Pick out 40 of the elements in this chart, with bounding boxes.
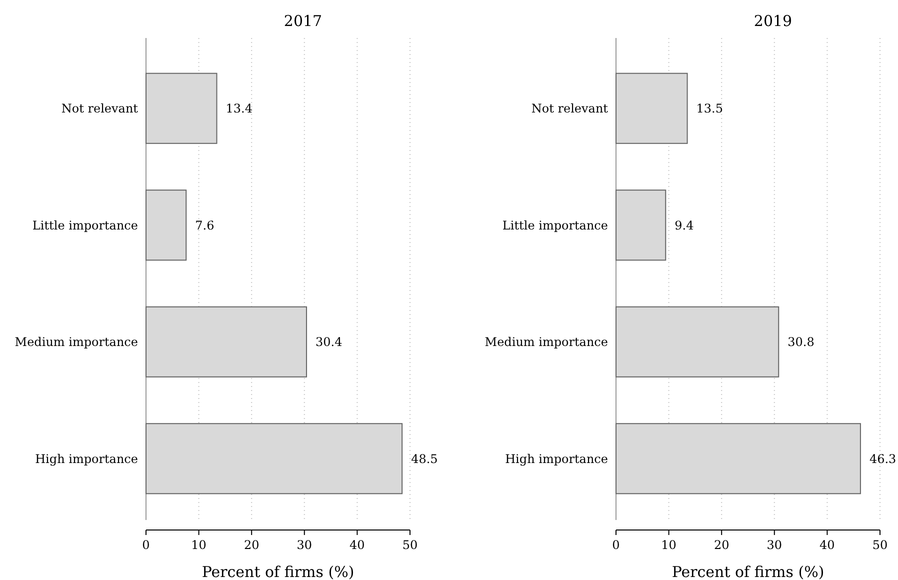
bar xyxy=(146,72,218,144)
x-tick-label: 50 xyxy=(402,538,418,552)
bar xyxy=(616,72,688,144)
x-tick-label: 50 xyxy=(872,538,888,552)
bar xyxy=(146,190,187,261)
y-tick-label: Not relevant xyxy=(531,102,608,116)
chart-title: 2017 xyxy=(284,12,322,30)
data-label: 13.4 xyxy=(226,102,253,116)
bar xyxy=(616,423,861,494)
x-tick-label: 10 xyxy=(191,538,206,552)
bar xyxy=(146,306,308,378)
data-label: 7.6 xyxy=(195,218,214,232)
data-label: 46.3 xyxy=(869,452,896,466)
data-label: 48.5 xyxy=(411,452,438,466)
y-tick-label: Medium importance xyxy=(14,335,138,350)
bar xyxy=(146,423,403,494)
data-label: 30.8 xyxy=(788,335,814,350)
data-label: 30.4 xyxy=(316,335,343,350)
x-tick-label: 0 xyxy=(142,538,150,552)
y-tick-label: Not relevant xyxy=(61,102,138,116)
x-tick-label: 0 xyxy=(612,538,620,552)
x-tick-label: 40 xyxy=(350,538,365,552)
bar xyxy=(616,190,666,261)
bar xyxy=(616,306,780,378)
x-tick-label: 30 xyxy=(296,538,312,552)
data-label: 9.4 xyxy=(674,218,694,232)
x-axis-title: Percent of firms (%) xyxy=(672,563,824,580)
y-tick-label: Little importance xyxy=(502,218,608,232)
x-tick-label: 20 xyxy=(244,538,260,552)
x-tick-label: 30 xyxy=(766,538,782,552)
y-tick-label: Little importance xyxy=(32,218,138,232)
y-tick-label: High importance xyxy=(505,452,608,466)
chart-title: 2019 xyxy=(754,12,792,30)
data-label: 13.5 xyxy=(696,102,723,116)
y-tick-label: Medium importance xyxy=(484,335,608,350)
y-tick-label: High importance xyxy=(35,452,138,466)
x-tick-label: 10 xyxy=(661,538,676,552)
x-tick-label: 20 xyxy=(714,538,730,552)
x-axis-title: Percent of firms (%) xyxy=(202,563,354,580)
x-tick-label: 40 xyxy=(820,538,835,552)
